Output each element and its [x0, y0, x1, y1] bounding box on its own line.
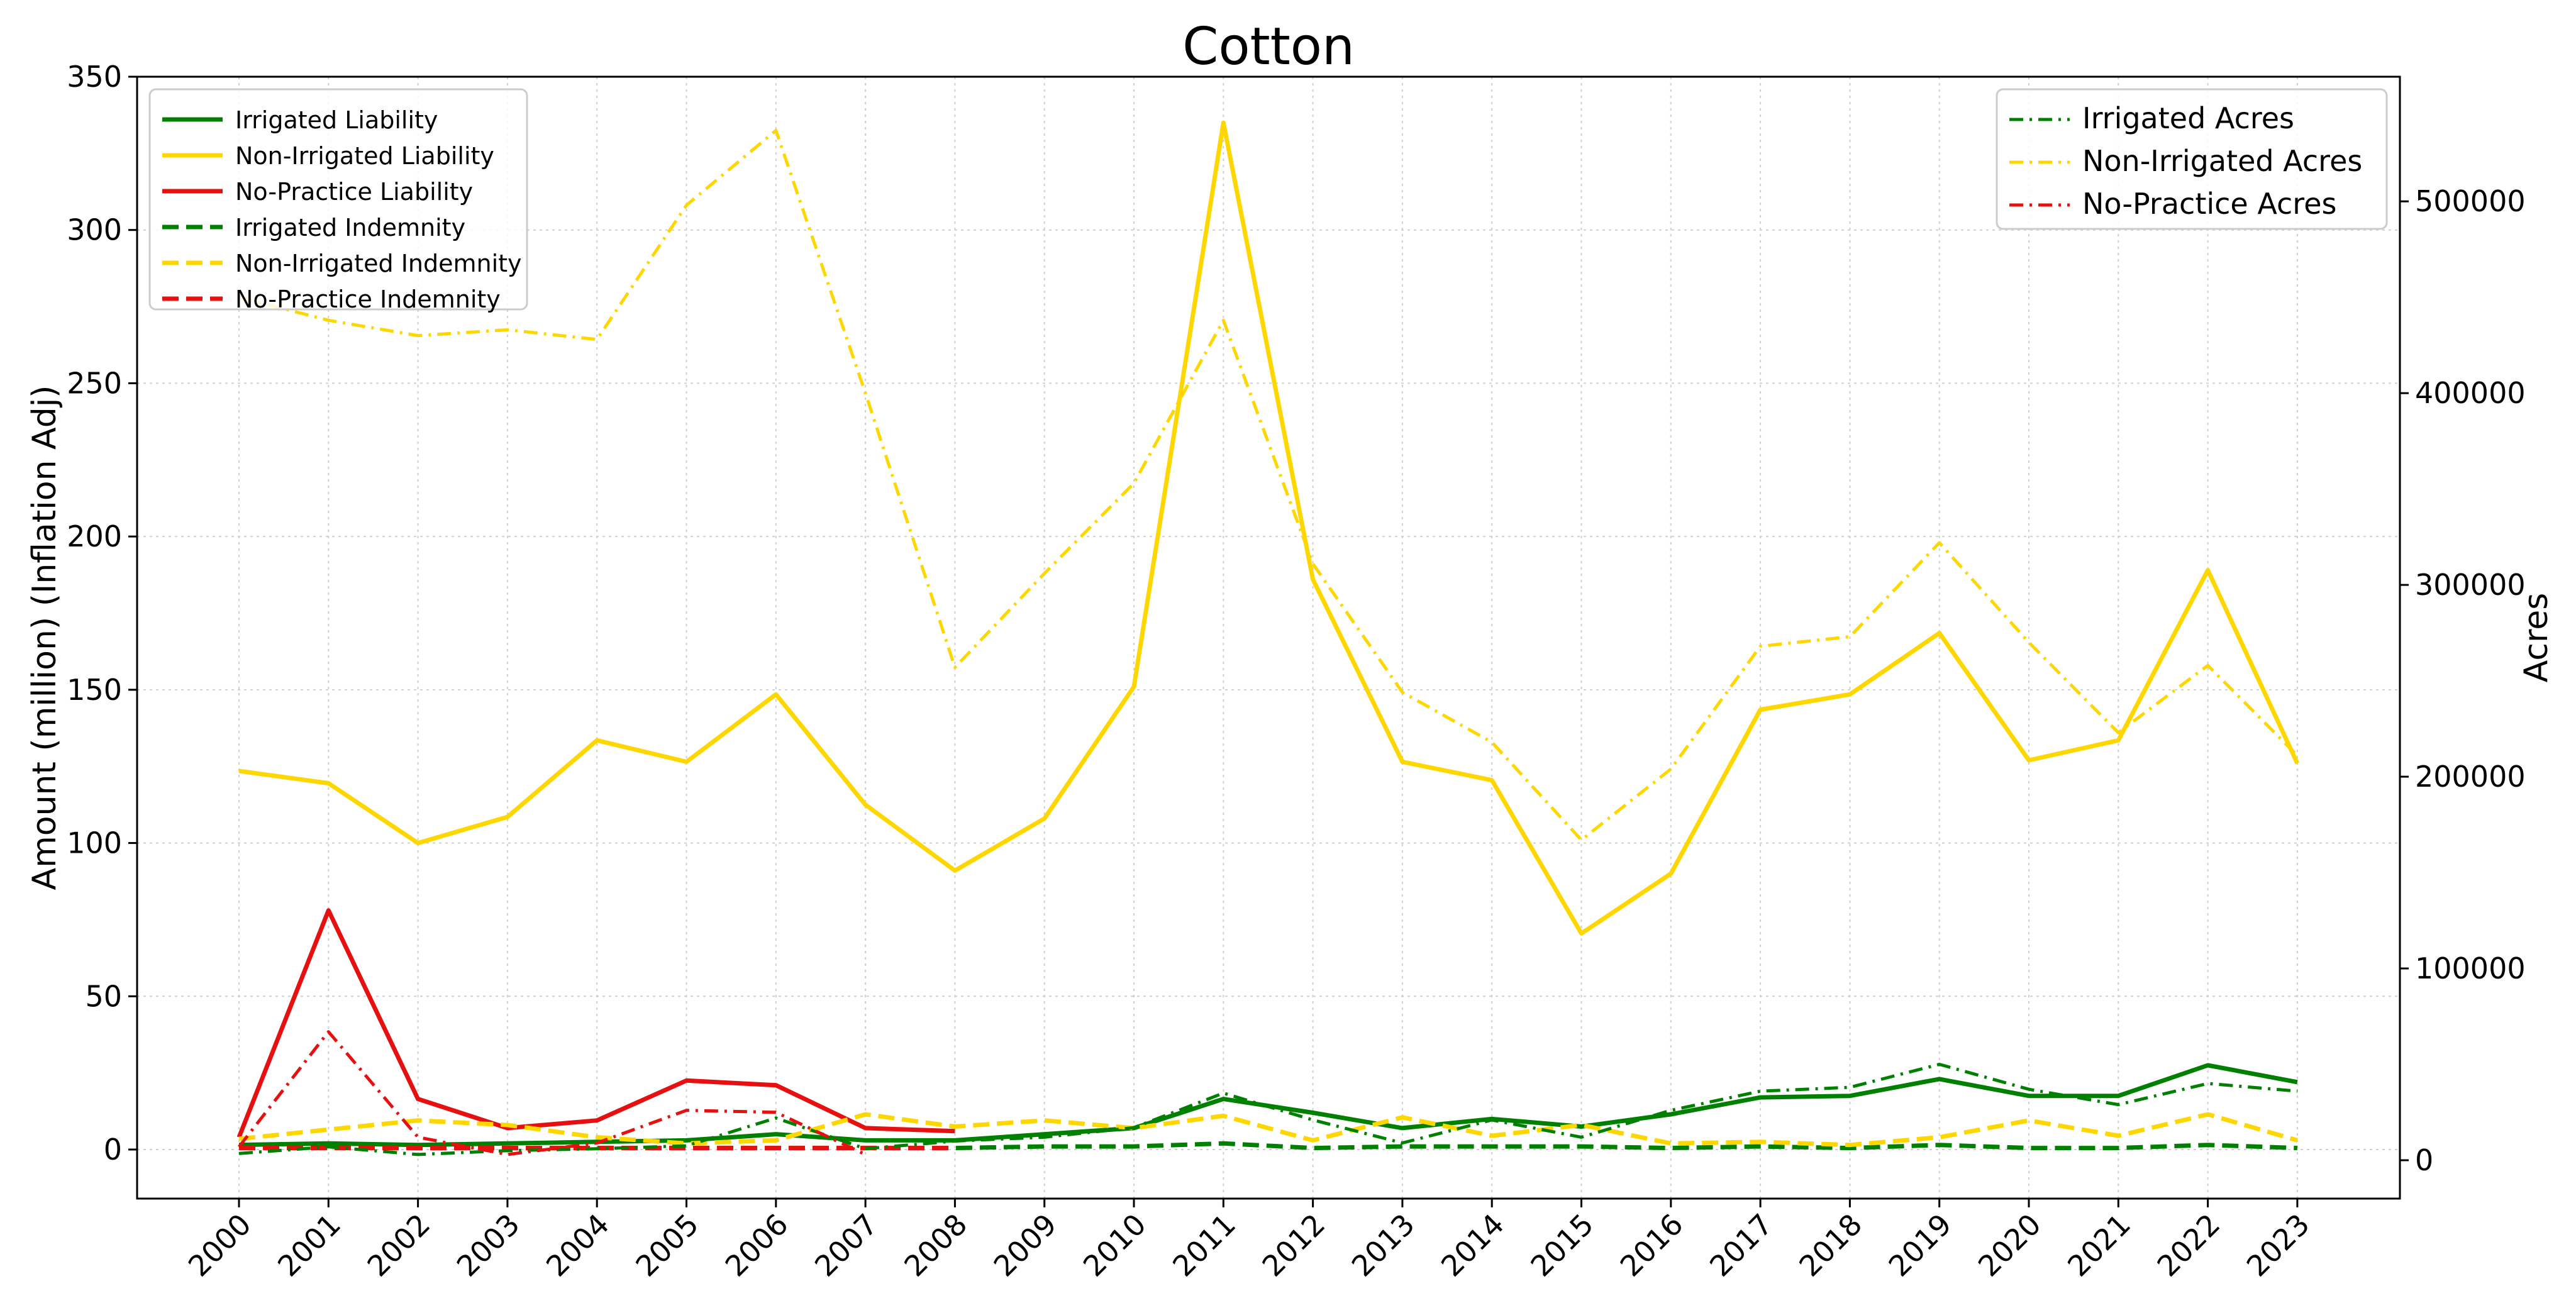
y2-tick-label: 200000 — [2415, 760, 2526, 794]
legend-entry: Irrigated Liability — [235, 106, 438, 134]
y2-axis-label: Acres — [2518, 593, 2555, 683]
x-tick-label: 2020 — [1972, 1207, 2048, 1283]
legend-entry: No-Practice Indemnity — [235, 285, 501, 313]
series-non-irrigated-indemnity — [238, 1112, 2298, 1148]
x-tick-label: 2009 — [987, 1207, 1063, 1283]
y-tick-label: 300 — [67, 213, 122, 247]
x-tick-label: 2012 — [1255, 1207, 1331, 1283]
series-non-irrigated-acres — [238, 128, 2299, 842]
y2-tick-label: 100000 — [2415, 951, 2526, 985]
x-tick-label: 2021 — [2061, 1207, 2137, 1283]
series-irrigated-acres — [238, 1063, 2298, 1156]
x-tick-label: 2015 — [1524, 1207, 1600, 1283]
y-tick-label: 150 — [67, 673, 122, 707]
grid — [137, 76, 2400, 1199]
legend-entry: Non-Irrigated Acres — [2082, 144, 2362, 178]
y-tick-label: 50 — [85, 979, 122, 1013]
x-tick-label: 2007 — [808, 1207, 884, 1283]
legend-liability-indemnity: Irrigated Liability Non-Irrigated Liabili… — [148, 88, 528, 313]
x-tick-label: 2008 — [897, 1207, 974, 1283]
x-tick-label: 2013 — [1345, 1207, 1421, 1283]
x-tick-label: 2001 — [271, 1207, 347, 1283]
series-no-practice-liability — [236, 908, 955, 1138]
legend-entry: Irrigated Acres — [2082, 101, 2294, 135]
x-tick-label: 2016 — [1614, 1207, 1690, 1283]
plot-frame — [136, 75, 2401, 1200]
x-tick-label: 2011 — [1166, 1207, 1242, 1283]
x-tick-label: 2018 — [1792, 1207, 1868, 1283]
legend-entry: No-Practice Acres — [2082, 187, 2336, 221]
legend-box — [1996, 88, 2388, 230]
legend-acres: Irrigated Acres Non-Irrigated Acres No-Pra… — [1996, 88, 2388, 230]
legend-entry: Irrigated Indemnity — [235, 214, 465, 241]
y-tick-label: 350 — [67, 60, 122, 94]
y-tick-label: 200 — [67, 519, 122, 553]
x-tick-label: 2023 — [2240, 1207, 2316, 1283]
legend-entry: Non-Irrigated Indemnity — [235, 250, 522, 277]
legend-entry: Non-Irrigated Liability — [235, 142, 494, 170]
legend-box — [148, 88, 528, 311]
x-tick-label: 2000 — [182, 1207, 258, 1283]
x-tick-label: 2022 — [2150, 1207, 2226, 1283]
series-lines — [236, 120, 2300, 1156]
x-tick-label: 2017 — [1703, 1207, 1779, 1283]
x-tick-label: 2014 — [1435, 1207, 1511, 1283]
x-tick-label: 2005 — [629, 1207, 705, 1283]
y-axis-label: Amount (million) (Inflation Adj) — [26, 385, 64, 890]
y2-tick-label: 400000 — [2415, 376, 2526, 410]
x-tick-label: 2003 — [450, 1207, 526, 1283]
chart-title: Cotton — [1182, 17, 1355, 77]
x-tick-label: 2002 — [360, 1207, 436, 1283]
y-tick-label: 250 — [67, 366, 122, 400]
y-tick-label: 100 — [67, 826, 122, 860]
y-tick-label: 0 — [104, 1133, 122, 1167]
x-tick-label: 2019 — [1882, 1207, 1958, 1283]
series-non-irrigated-liability — [238, 120, 2300, 936]
y2-tick-label: 300000 — [2415, 568, 2526, 602]
y2-tick-label: 500000 — [2415, 184, 2526, 218]
x-tick-label: 2004 — [540, 1207, 616, 1283]
x-tick-label: 2006 — [719, 1207, 795, 1283]
legend-entry: No-Practice Liability — [235, 178, 473, 206]
y2-tick-label: 0 — [2415, 1143, 2433, 1177]
x-tick-label: 2010 — [1077, 1207, 1153, 1283]
